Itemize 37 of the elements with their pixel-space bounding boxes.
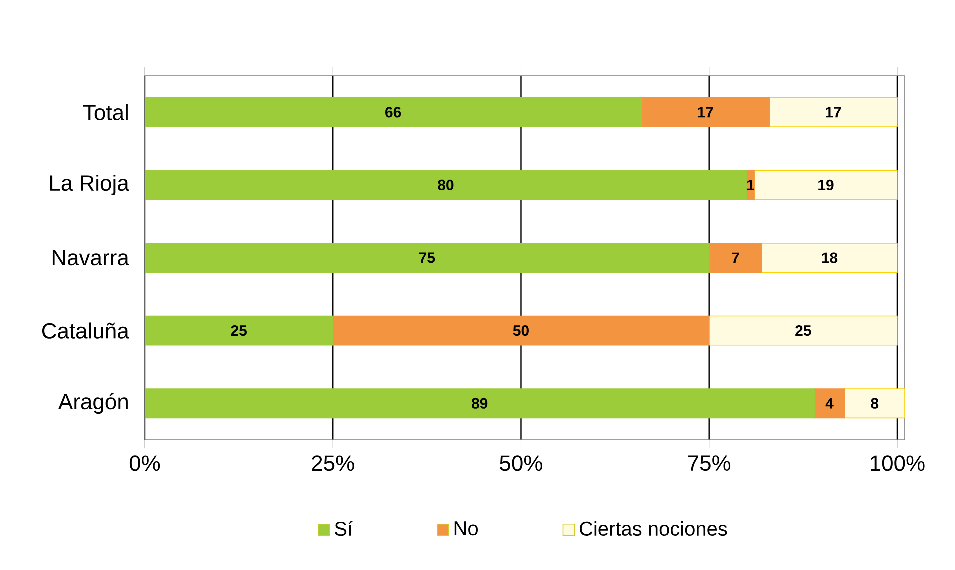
y-tick-label: La Rioja [50, 174, 130, 196]
data-label: 66 [386, 107, 402, 118]
bar [708, 243, 762, 273]
y-tick-label: Navarra [52, 250, 130, 266]
legend-label: No [454, 522, 478, 536]
x-tick-label: 100% [871, 456, 925, 472]
data-label: 80 [438, 180, 454, 191]
data-label: 19 [818, 180, 834, 191]
legend-label: Ciertas nociones [580, 521, 728, 536]
data-label: 25 [796, 325, 812, 336]
bar [844, 388, 905, 419]
x-tick-label: 25% [312, 456, 354, 472]
y-tick-label: Aragón [58, 393, 128, 414]
y-tick-label: Total [83, 104, 128, 120]
x-tick-label: 50% [500, 456, 542, 472]
bar [641, 97, 770, 128]
data-label: 1 [748, 180, 755, 190]
data-label: 17 [698, 107, 714, 118]
bar [708, 316, 898, 346]
x-tick-label: 0% [130, 456, 160, 472]
data-label: 8 [871, 398, 879, 409]
bar [769, 97, 898, 128]
x-tick-label: 75% [688, 456, 731, 472]
bar [762, 243, 898, 273]
data-label: 89 [472, 398, 488, 409]
data-label: 50 [513, 325, 529, 336]
bar [814, 388, 846, 419]
legend-label: Sí [335, 521, 354, 536]
data-label: 17 [826, 107, 842, 118]
data-label: 4 [826, 398, 834, 409]
bar [754, 170, 898, 200]
data-label: 25 [231, 325, 247, 336]
bar [332, 316, 710, 346]
y-tick-label: Cataluña [42, 322, 130, 339]
data-label: 18 [822, 252, 838, 264]
data-label: 7 [732, 252, 740, 264]
data-label: 75 [419, 252, 436, 264]
